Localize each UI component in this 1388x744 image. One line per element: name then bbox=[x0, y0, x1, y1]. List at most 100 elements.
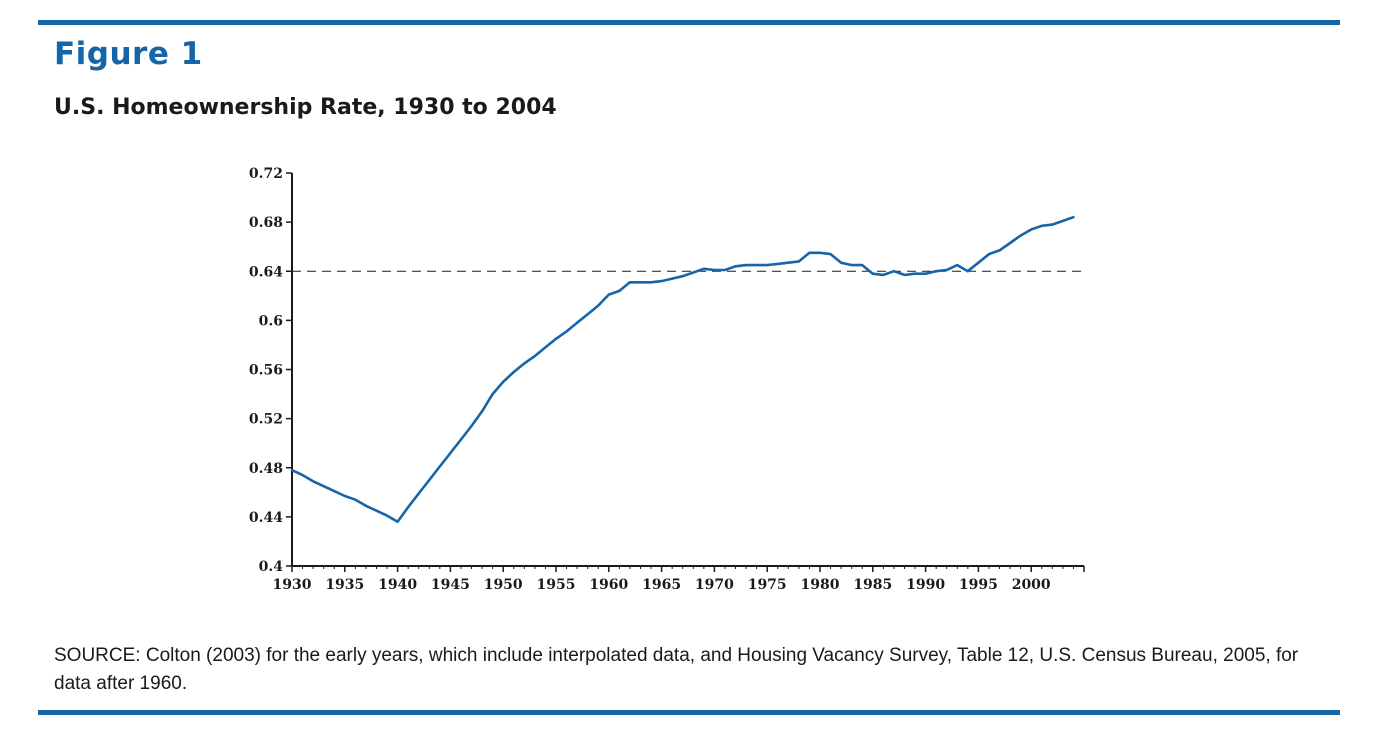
y-tick-label: 0.48 bbox=[249, 461, 283, 477]
data-point bbox=[449, 452, 452, 454]
data-point bbox=[766, 264, 768, 266]
x-tick-label: 1970 bbox=[695, 577, 734, 593]
x-tick-label: 1980 bbox=[801, 577, 840, 593]
data-point bbox=[344, 495, 346, 497]
data-point bbox=[576, 322, 578, 324]
data-point bbox=[977, 261, 980, 264]
data-point bbox=[386, 514, 388, 517]
x-tick-label: 1955 bbox=[537, 577, 576, 593]
data-point bbox=[608, 293, 610, 296]
data-point bbox=[333, 490, 336, 492]
data-point bbox=[967, 270, 969, 273]
source-note: SOURCE: Colton (2003) for the early year… bbox=[54, 645, 1299, 694]
data-point bbox=[787, 261, 790, 264]
data-point bbox=[660, 280, 663, 282]
data-point bbox=[407, 506, 409, 508]
data-point bbox=[365, 505, 367, 507]
data-point bbox=[502, 380, 505, 383]
y-tick-label: 0.68 bbox=[249, 215, 283, 231]
x-tick-label: 1950 bbox=[484, 577, 523, 593]
data-point bbox=[808, 252, 811, 254]
x-tick-label: 1990 bbox=[906, 577, 945, 593]
figure-label: Figure 1 bbox=[54, 36, 203, 72]
data-point bbox=[998, 249, 1001, 252]
data-point bbox=[819, 252, 821, 254]
data-point bbox=[523, 362, 526, 365]
data-point bbox=[470, 425, 473, 427]
data-point bbox=[734, 265, 737, 268]
x-tick-label: 2000 bbox=[1012, 577, 1051, 593]
data-point bbox=[1009, 242, 1011, 244]
data-point bbox=[396, 520, 399, 523]
data-point bbox=[914, 272, 916, 275]
data-point bbox=[312, 480, 314, 483]
data-point bbox=[903, 274, 906, 276]
data-point bbox=[618, 290, 621, 292]
data-point bbox=[428, 479, 431, 481]
y-tick-label: 0.72 bbox=[249, 166, 283, 182]
x-tick-label: 1975 bbox=[748, 577, 787, 593]
data-point bbox=[893, 270, 895, 273]
data-point bbox=[491, 393, 494, 395]
data-point bbox=[745, 264, 747, 266]
data-point bbox=[512, 371, 515, 373]
data-point bbox=[301, 474, 304, 476]
data-point bbox=[639, 281, 642, 284]
data-point bbox=[776, 263, 779, 265]
data-point bbox=[1062, 220, 1064, 222]
data-point bbox=[671, 277, 673, 280]
data-point bbox=[945, 269, 948, 271]
data-point bbox=[565, 330, 568, 333]
data-point bbox=[935, 270, 937, 273]
data-point bbox=[724, 269, 726, 271]
data-point bbox=[555, 337, 557, 340]
x-tick-label: 1960 bbox=[589, 577, 628, 593]
data-point bbox=[798, 260, 800, 263]
data-point bbox=[544, 346, 547, 349]
data-point bbox=[681, 275, 684, 277]
y-tick-label: 0.52 bbox=[249, 412, 283, 428]
x-tick-label: 1945 bbox=[431, 577, 470, 593]
data-point bbox=[375, 509, 378, 512]
data-point bbox=[417, 492, 420, 495]
y-tick-label: 0.44 bbox=[249, 510, 283, 526]
x-tick-label: 1935 bbox=[325, 577, 364, 593]
data-point bbox=[861, 264, 864, 266]
series-line bbox=[290, 215, 1075, 524]
data-point bbox=[692, 271, 695, 274]
data-point bbox=[713, 269, 716, 271]
data-point bbox=[956, 264, 959, 266]
y-tick-label: 0.4 bbox=[259, 559, 284, 575]
data-point bbox=[439, 465, 441, 468]
x-tick-label: 1965 bbox=[642, 577, 681, 593]
data-point bbox=[840, 261, 842, 264]
figure-title: U.S. Homeownership Rate, 1930 to 2004 bbox=[54, 95, 557, 120]
data-point bbox=[481, 410, 483, 413]
bottom-rule bbox=[38, 710, 1340, 715]
data-point bbox=[322, 485, 325, 487]
data-point bbox=[755, 264, 758, 266]
y-tick-label: 0.56 bbox=[249, 363, 283, 379]
y-tick-label: 0.64 bbox=[249, 264, 283, 280]
data-point bbox=[354, 498, 357, 501]
data-point bbox=[850, 264, 853, 266]
y-tick-label: 0.6 bbox=[259, 313, 283, 329]
top-rule bbox=[38, 20, 1340, 25]
data-point bbox=[924, 272, 927, 275]
data-point bbox=[882, 274, 885, 276]
data-point bbox=[703, 267, 705, 270]
data-point bbox=[1040, 225, 1043, 227]
data-point bbox=[1030, 228, 1032, 231]
x-tick-label: 1985 bbox=[853, 577, 892, 593]
data-point bbox=[1051, 223, 1054, 226]
data-point bbox=[597, 304, 600, 307]
x-tick-label: 1995 bbox=[959, 577, 998, 593]
data-point bbox=[460, 438, 462, 441]
x-axis: 1930 1935 1940 1945 1950 1955 1960 1965 1970 1975… bbox=[273, 565, 1085, 593]
data-point bbox=[650, 281, 652, 284]
data-point bbox=[1019, 234, 1022, 237]
data-point bbox=[291, 469, 293, 472]
data-point bbox=[586, 313, 589, 316]
y-axis: 0.4 0.44 0.48 0.52 0.56 0.6 0.64 0.68 0.72 bbox=[249, 166, 293, 575]
